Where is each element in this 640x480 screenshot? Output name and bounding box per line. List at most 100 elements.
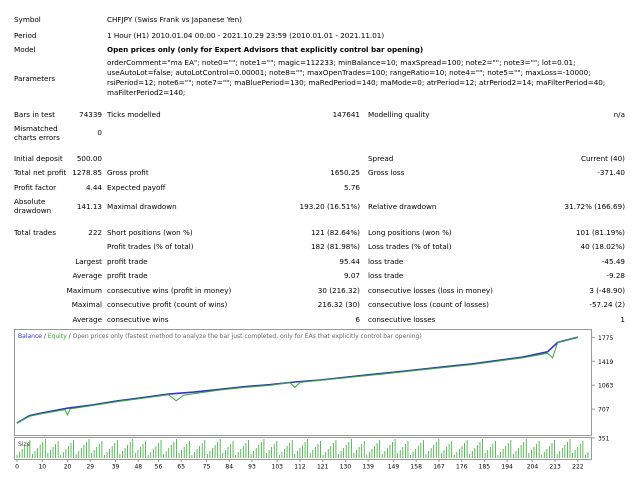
mismatched-value: 0 — [97, 128, 102, 137]
maximal-cons-loss-label: consecutive loss (count of losses) — [368, 300, 489, 309]
total-trades-label: Total trades — [14, 228, 56, 237]
largest-label: Largest — [75, 257, 102, 266]
x-tick-label: 65 — [177, 464, 185, 470]
avg-cons-losses-value: 1 — [620, 315, 625, 324]
x-tick-label: 213 — [549, 464, 561, 470]
max-cons-losses-label: consecutive losses (loss in money) — [368, 286, 493, 295]
series-line-equity — [16, 336, 579, 424]
gross-profit-value: 1650.25 — [330, 168, 360, 177]
short-positions-value: 121 (82.64%) — [310, 228, 360, 237]
long-positions-value: 101 (81.19%) — [575, 228, 625, 237]
x-tick-label: 10 — [38, 464, 46, 470]
gross-loss-label: Gross loss — [368, 168, 405, 177]
initial-deposit-value: 500.00 — [76, 154, 102, 163]
maximal-cons-profit-label: consecutive profit (count of wins) — [107, 300, 228, 309]
maximal-drawdown-value: 193.20 (16.51%) — [299, 202, 360, 211]
x-tick-label: 139 — [362, 464, 374, 470]
chart-legend: Balance / Equity / Open prices only (fas… — [18, 333, 422, 340]
x-tick-label: 130 — [340, 464, 352, 470]
ticks-modelled-label: Ticks modelled — [107, 110, 161, 119]
symbol-label: Symbol — [14, 15, 41, 24]
period-value: 1 Hour (H1) 2010.01.04 00:00 - 2021.10.2… — [107, 31, 385, 40]
parameters-label: Parameters — [14, 74, 56, 83]
loss-trades-value: 40 (18.02%) — [580, 242, 625, 251]
maximal-cons-profit-value: 216.32 (30) — [317, 300, 360, 309]
expected-payoff-value: 5.76 — [343, 183, 360, 192]
symbol-value: CHFJPY (Swiss Frank vs Japanese Yen) — [107, 15, 242, 24]
largest-loss-label: loss trade — [368, 257, 404, 266]
largest-loss-value: -45.49 — [601, 257, 625, 266]
average2-label: Average — [72, 315, 102, 324]
max-cons-losses-value: 3 (-48.90) — [589, 286, 625, 295]
profit-trades-value: 182 (81.98%) — [310, 242, 360, 251]
profit-factor-value: 4.44 — [85, 183, 102, 192]
maximal-label: Maximal — [71, 300, 102, 309]
volume-bars — [16, 439, 589, 458]
x-tick-label: 39 — [112, 464, 120, 470]
bars-in-test-value: 74339 — [79, 110, 102, 119]
x-tick-label: 48 — [134, 464, 142, 470]
modelling-quality-value: n/a — [613, 110, 625, 119]
absolute-drawdown-value: 141.13 — [76, 202, 102, 211]
y-axis-ticks: 1775 1419 1063 707 351 — [591, 335, 613, 443]
mismatched-label: Mismatched charts errors — [14, 124, 60, 142]
relative-drawdown-value: 31.72% (166.69) — [564, 202, 625, 211]
initial-deposit-label: Initial deposit — [14, 154, 63, 163]
short-positions-label: Short positions (won %) — [107, 228, 193, 237]
maximal-drawdown-label: Maximal drawdown — [107, 202, 177, 211]
gross-profit-label: Gross profit — [107, 168, 149, 177]
average-loss-label: loss trade — [368, 271, 404, 280]
balance-equity-chart: Balance / Equity / Open prices only (fas… — [14, 329, 613, 469]
x-tick-label: 84 — [225, 464, 233, 470]
total-net-profit-label: Total net profit — [14, 168, 67, 177]
period-label: Period — [14, 31, 37, 40]
profit-factor-label: Profit factor — [14, 183, 57, 192]
x-tick-label: 56 — [155, 464, 163, 470]
x-tick-label: 103 — [272, 464, 284, 470]
x-tick-label: 93 — [248, 464, 256, 470]
y-tick-label: 1063 — [598, 383, 613, 390]
average-profit-label: profit trade — [107, 271, 148, 280]
series-line-balance — [16, 336, 579, 424]
avg-cons-wins-label: consecutive wins — [107, 315, 169, 324]
x-tick-label: 20 — [64, 464, 72, 470]
x-tick-label: 204 — [527, 464, 539, 470]
maximum-label: Maximum — [66, 286, 102, 295]
x-tick-label: 158 — [410, 464, 422, 470]
total-trades-value: 222 — [88, 228, 102, 237]
largest-profit-label: profit trade — [107, 257, 148, 266]
spread-label: Spread — [368, 154, 394, 163]
maximal-cons-loss-value: -57.24 (2) — [589, 300, 625, 309]
legend-equity: Equity — [48, 333, 67, 340]
x-axis-ticks: 0 10 20 29 39 48 56 65 75 84 93 103 112 121 130 139 149 1… — [15, 459, 584, 469]
absolute-drawdown-label: Absolute drawdown — [14, 197, 52, 215]
loss-trades-label: Loss trades (% of total) — [368, 242, 452, 251]
series-lines — [16, 336, 579, 424]
model-value: Open prices only (only for Expert Adviso… — [107, 45, 424, 54]
ticks-modelled-value: 147641 — [332, 110, 360, 119]
x-tick-label: 185 — [479, 464, 491, 470]
expected-payoff-label: Expected payoff — [107, 183, 166, 192]
modelling-quality-label: Modelling quality — [368, 110, 430, 119]
y-tick-label: 707 — [598, 407, 610, 414]
profit-trades-label: Profit trades (% of total) — [107, 242, 194, 251]
x-tick-label: 176 — [456, 464, 468, 470]
avg-cons-wins-value: 6 — [355, 315, 360, 324]
spread-value: Current (40) — [580, 154, 625, 163]
max-cons-wins-value: 30 (216.32) — [317, 286, 360, 295]
legend-balance: Balance — [18, 333, 42, 340]
x-tick-label: 149 — [388, 464, 400, 470]
max-cons-wins-label: consecutive wins (profit in money) — [107, 286, 232, 295]
bars-in-test-label: Bars in test — [14, 110, 55, 119]
x-tick-label: 75 — [203, 464, 211, 470]
x-tick-label: 222 — [572, 464, 584, 470]
average-label: Average — [72, 271, 102, 280]
volume-plot-frame — [14, 437, 592, 460]
x-tick-label: 0 — [15, 464, 19, 470]
x-tick-label: 167 — [433, 464, 445, 470]
total-net-profit-value: 1278.85 — [72, 168, 102, 177]
y-tick-label: 1419 — [598, 359, 613, 366]
x-tick-label: 121 — [317, 464, 329, 470]
legend-note: Open prices only (fastest method to anal… — [73, 333, 422, 340]
long-positions-label: Long positions (won %) — [368, 228, 452, 237]
